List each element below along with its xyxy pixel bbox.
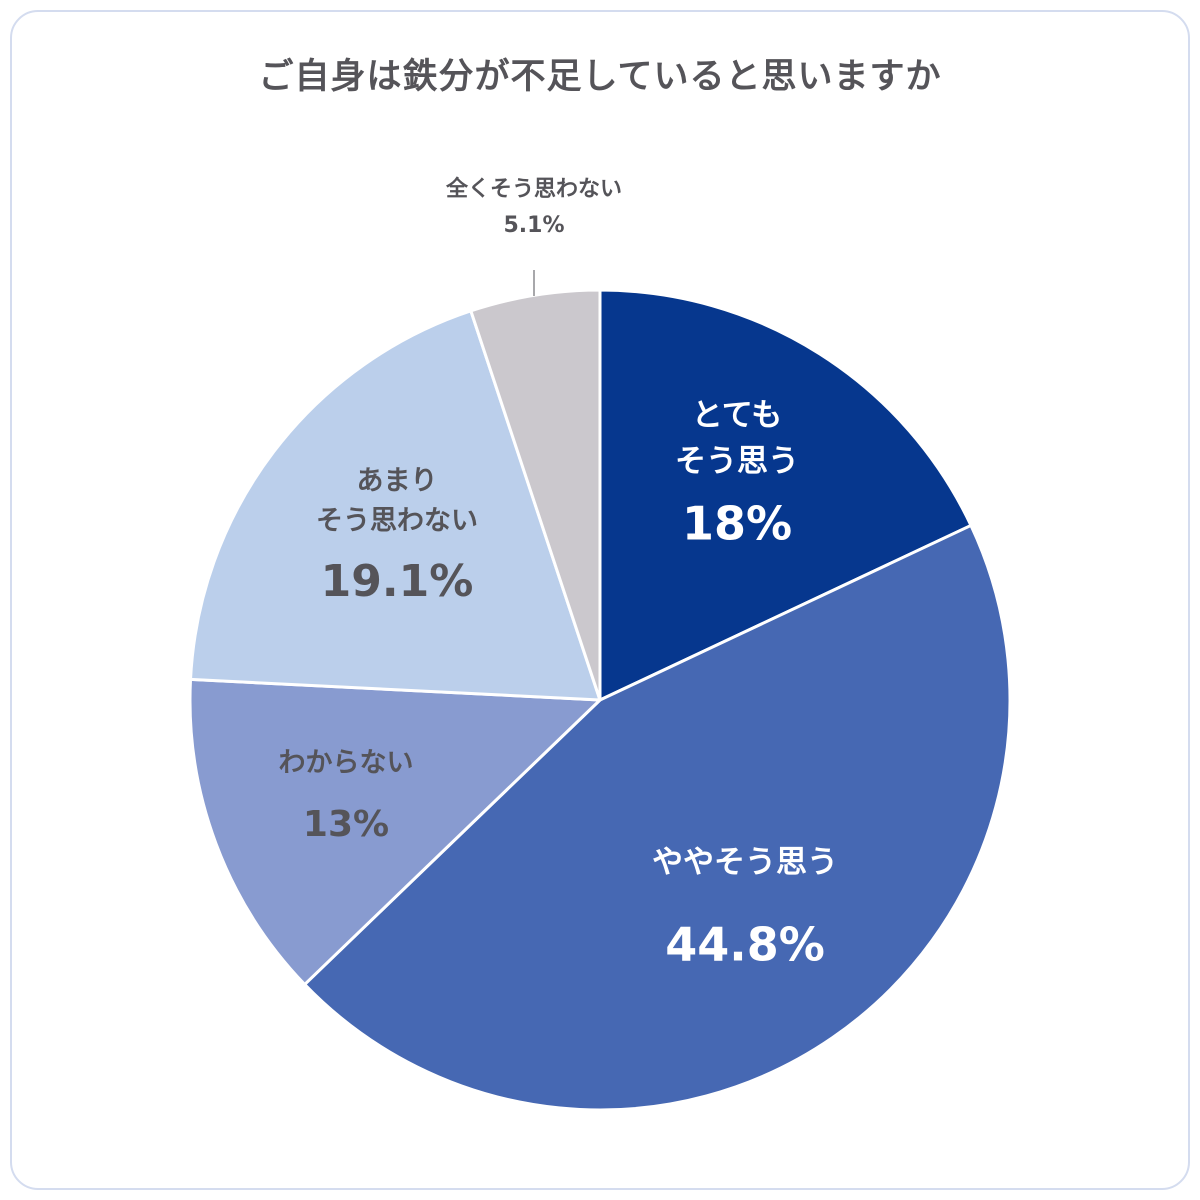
slice-label-name: そう思わない bbox=[316, 506, 478, 537]
slice-label-value: 19.1% bbox=[321, 556, 474, 607]
pie-slice-2 bbox=[303, 523, 1012, 1112]
pie-slice-1 bbox=[598, 288, 973, 702]
slice-label-name: わからない bbox=[279, 748, 414, 779]
slice-label-name: 全くそう思わない bbox=[445, 176, 622, 202]
slice-label-name: そう思う bbox=[675, 444, 799, 480]
slice-label-value: 13% bbox=[303, 804, 389, 845]
slice-label-value: 5.1% bbox=[503, 213, 564, 238]
chart-title: ご自身は鉄分が不足していると思いますか bbox=[258, 57, 942, 97]
slice-label-value: 44.8% bbox=[665, 918, 825, 972]
slice-label-name: ややそう思う bbox=[652, 845, 838, 881]
pie-slice-4 bbox=[189, 309, 602, 702]
slice-label-name: あまり bbox=[357, 466, 438, 497]
pie-slice-3 bbox=[188, 677, 602, 986]
slice-label-value: 18% bbox=[682, 497, 792, 551]
slice-label-name: とても bbox=[692, 398, 783, 434]
pie-slices bbox=[188, 288, 1012, 1112]
